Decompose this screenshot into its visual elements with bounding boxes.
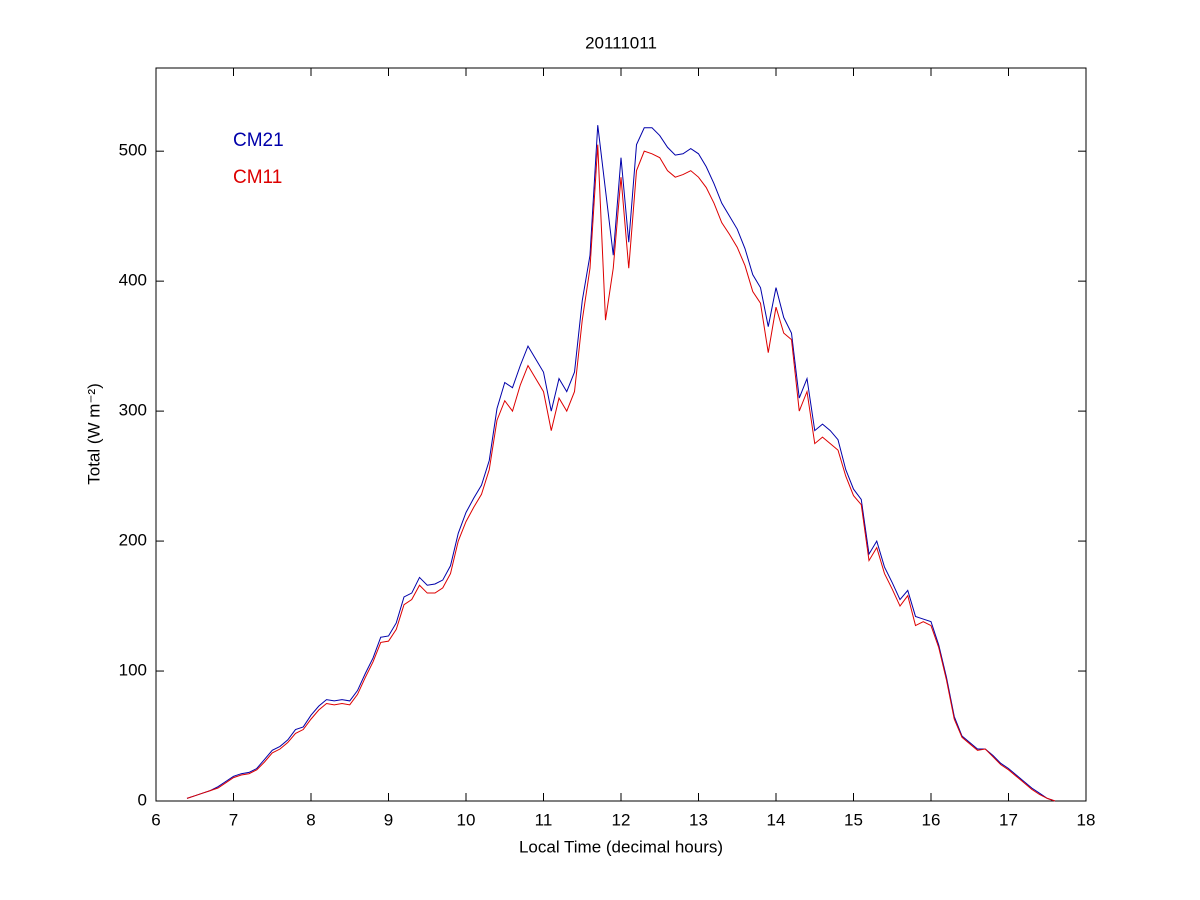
x-tick-label: 11 [535,810,553,829]
legend-entry: CM21 [233,130,284,151]
x-tick-label: 14 [767,810,786,829]
y-tick-label: 100 [119,661,147,680]
x-tick-label: 6 [151,810,160,829]
legend-entry: CM11 [233,167,282,188]
x-tick-label: 10 [457,810,476,829]
x-tick-label: 13 [689,810,708,829]
x-tick-label: 9 [384,810,393,829]
y-tick-label: 400 [119,271,147,290]
x-tick-label: 7 [229,810,238,829]
x-tick-label: 12 [612,810,631,829]
x-tick-label: 15 [844,810,863,829]
y-axis-label: Total (W m⁻²) [84,383,103,485]
series-line [186,144,1056,802]
x-tick-label: 16 [922,810,941,829]
y-tick-label: 300 [119,401,147,420]
y-tick-label: 0 [138,790,147,809]
x-tick-label: 18 [1077,810,1096,829]
x-tick-label: 8 [306,810,315,829]
x-tick-label: 17 [999,810,1018,829]
x-axis-label: Local Time (decimal hours) [519,837,723,856]
y-tick-label: 200 [119,531,147,550]
y-tick-label: 500 [119,141,147,160]
series-line [186,125,1056,802]
chart-title: 20111011 [585,33,657,52]
